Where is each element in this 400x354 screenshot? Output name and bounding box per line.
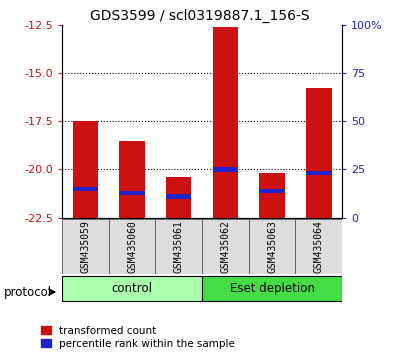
Bar	[119, 141, 145, 218]
Text: GDS3599 / scl0319887.1_156-S: GDS3599 / scl0319887.1_156-S	[90, 9, 310, 23]
Text: GSM435060: GSM435060	[127, 221, 137, 273]
Bar	[62, 276, 202, 301]
Text: protocol: protocol	[4, 286, 52, 298]
Text: GSM435059: GSM435059	[80, 221, 90, 273]
Bar	[306, 88, 332, 218]
Bar	[166, 194, 192, 199]
Bar	[202, 276, 342, 301]
Text: GSM435061: GSM435061	[174, 221, 184, 273]
Legend: transformed count, percentile rank within the sample: transformed count, percentile rank withi…	[41, 326, 235, 349]
Text: GSM435063: GSM435063	[267, 221, 277, 273]
Bar	[119, 190, 145, 195]
Bar	[259, 189, 285, 193]
Bar	[62, 219, 109, 274]
Bar	[202, 219, 249, 274]
Text: GSM435064: GSM435064	[314, 221, 324, 273]
Text: control: control	[112, 282, 152, 295]
Bar	[295, 219, 342, 274]
Bar	[259, 173, 285, 218]
Bar	[166, 177, 192, 218]
Bar	[109, 219, 155, 274]
Text: GSM435062: GSM435062	[220, 221, 230, 273]
Bar	[212, 27, 238, 218]
Bar	[72, 121, 98, 218]
Text: Eset depletion: Eset depletion	[230, 282, 314, 295]
Bar	[306, 171, 332, 176]
Bar	[249, 219, 295, 274]
Bar	[212, 167, 238, 172]
Bar	[155, 219, 202, 274]
Bar	[72, 187, 98, 191]
